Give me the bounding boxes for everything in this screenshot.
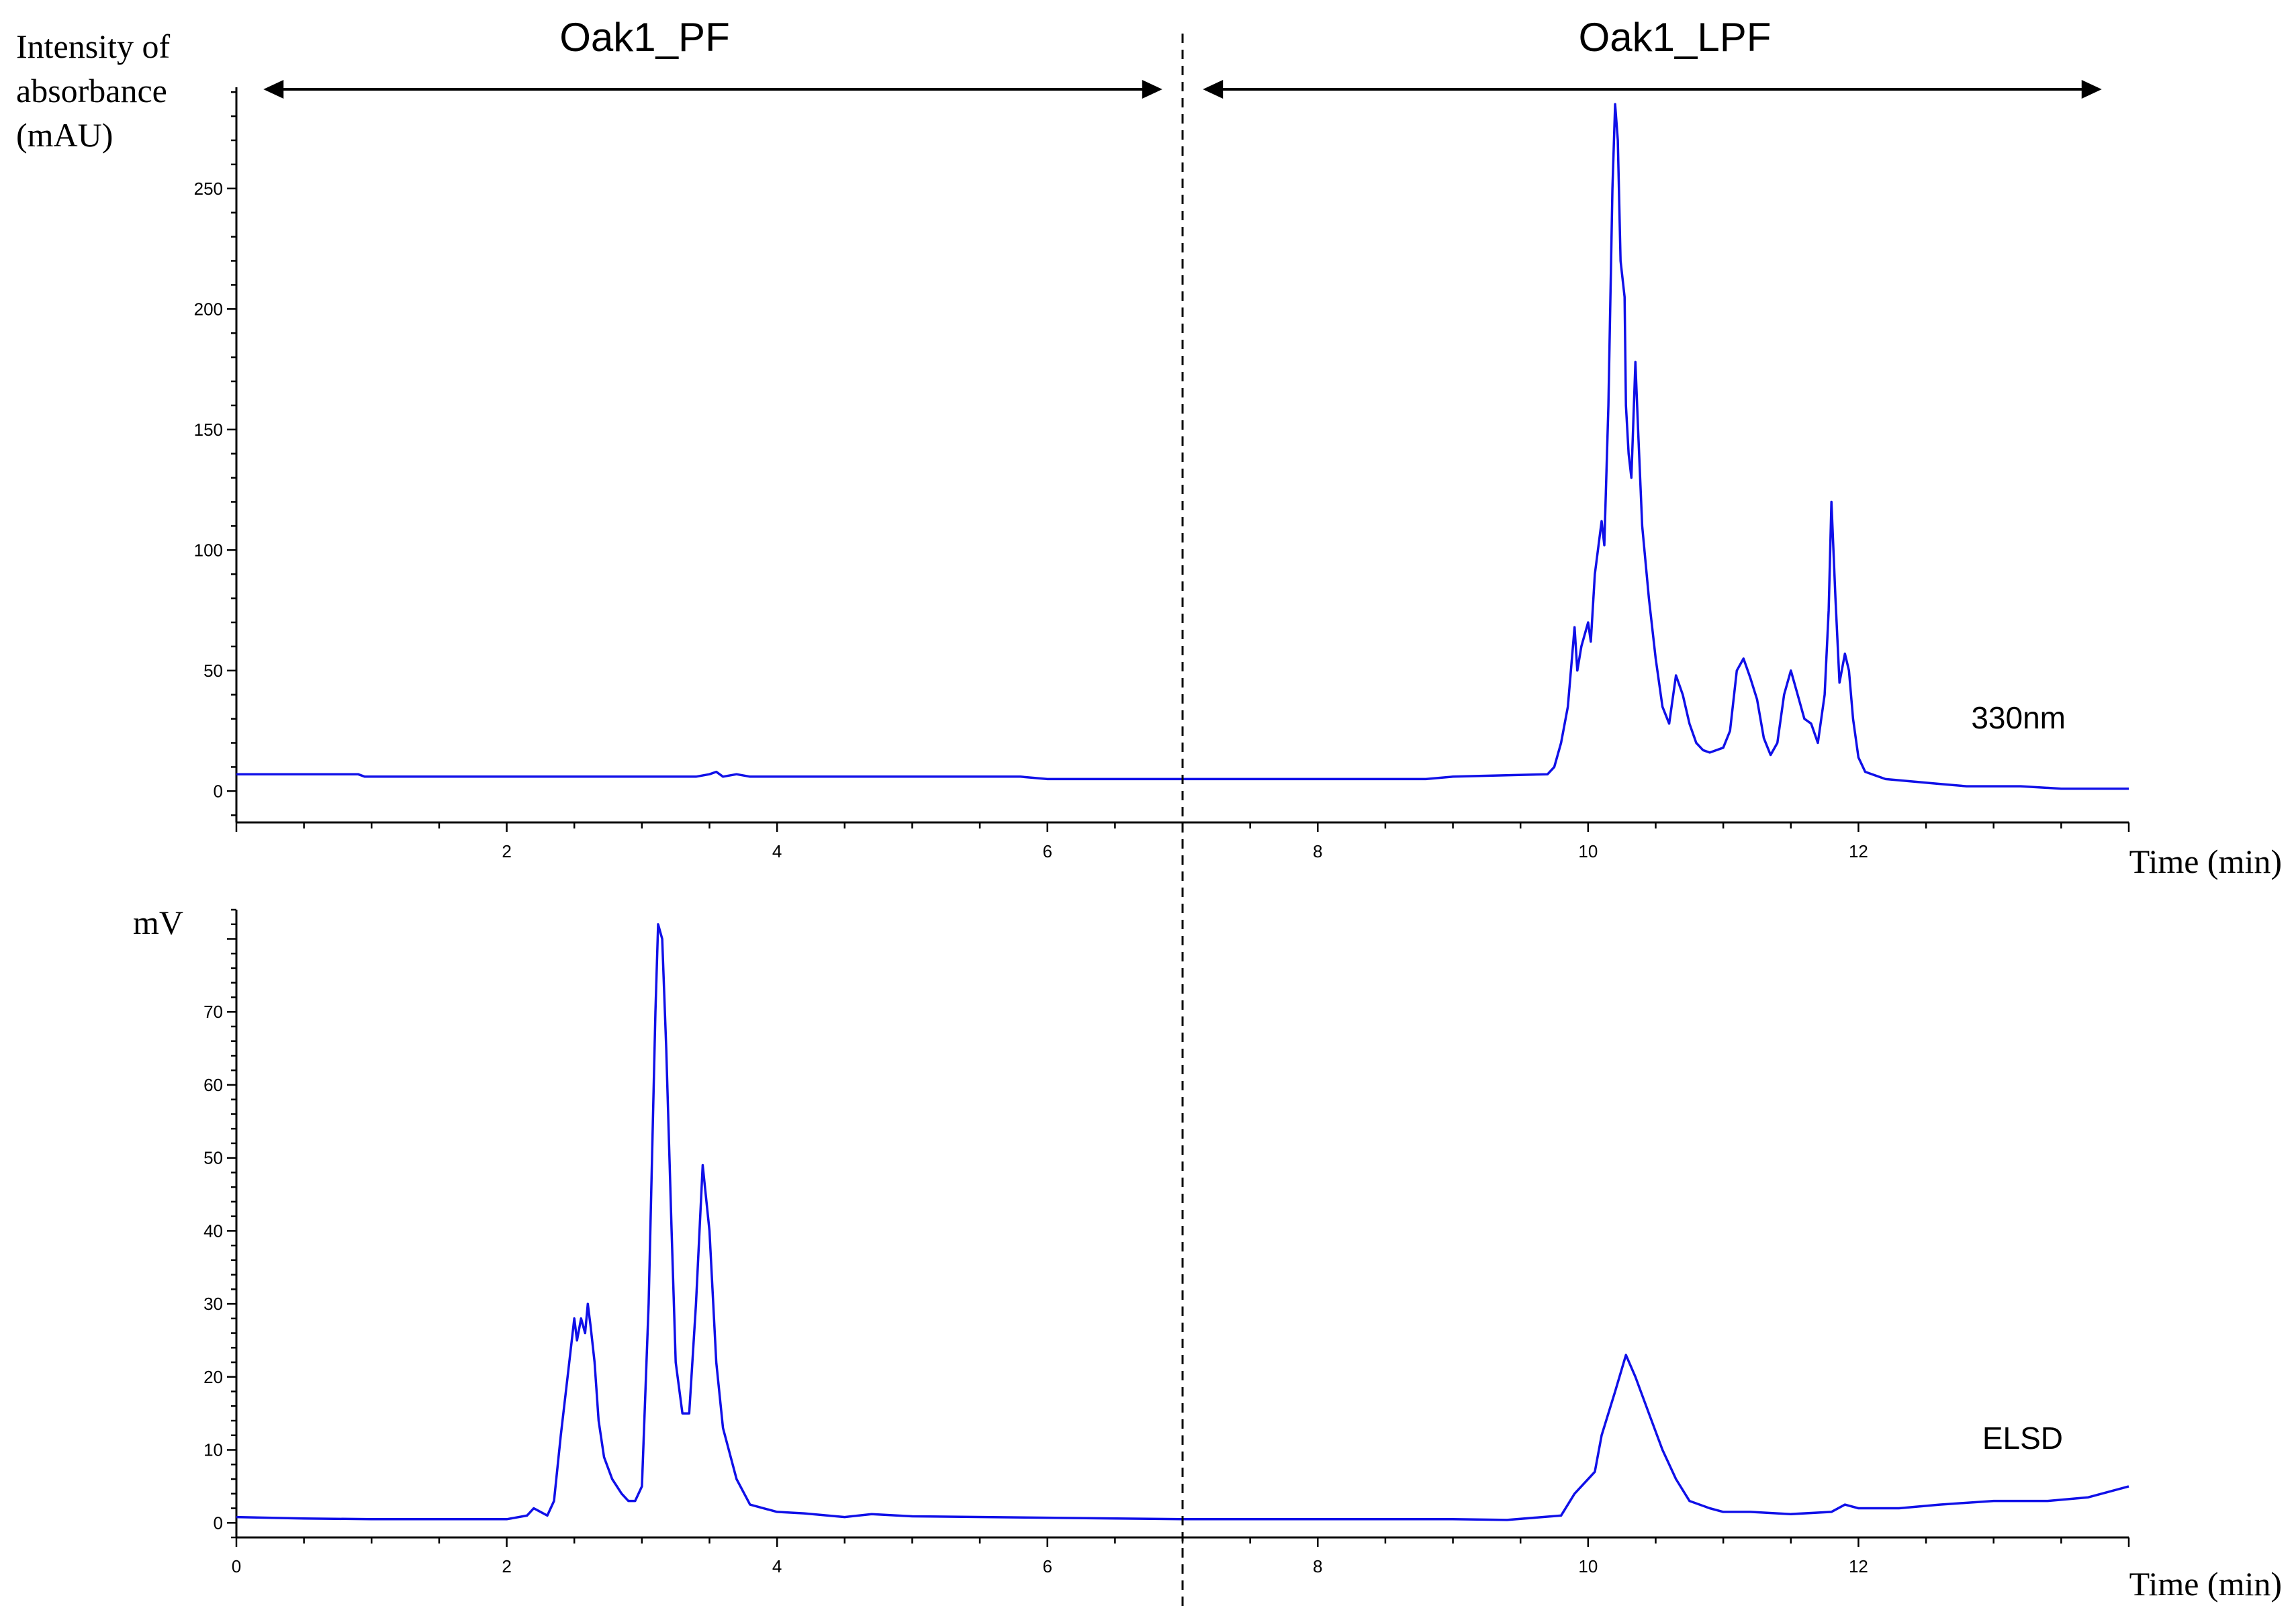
y-tick-label: 100 (194, 540, 223, 560)
x-tick-label: 4 (772, 841, 782, 861)
x-tick-label: 8 (1313, 841, 1322, 861)
elsd-panel: mV Time (min) ELSD 0 2 4 6 8 10 12 0 10 20 30 40 50 6… (133, 904, 2282, 1603)
x-tick-label: 10 (1578, 1556, 1598, 1576)
trace-label-elsd: ELSD (1982, 1421, 2063, 1456)
region-label-pf: Oak1_PF (559, 15, 729, 60)
x-axis-label: Time (min) (2129, 843, 2282, 880)
region-label-lpf: Oak1_LPF (1579, 15, 1772, 60)
y-tick-label: 10 (203, 1440, 223, 1460)
absorbance-330nm-panel: Intensity of absorbance (mAU) Time (min)… (16, 28, 2282, 880)
x-tick-label: 4 (772, 1556, 782, 1576)
x-axis-label: Time (min) (2129, 1565, 2282, 1603)
y-tick-label: 50 (203, 1148, 223, 1168)
region-arrowhead-right (2081, 80, 2102, 99)
x-tick-label: 6 (1042, 1556, 1052, 1576)
y-tick-label: 20 (203, 1367, 223, 1387)
y-tick-label: 40 (203, 1221, 223, 1241)
fraction-regions: Oak1_PF Oak1_LPF (263, 15, 2102, 1608)
y-tick-label: 50 (203, 661, 223, 681)
y-tick-label: 30 (203, 1294, 223, 1314)
chromatogram-trace (236, 922, 2129, 1521)
y-axis-label: mV (133, 904, 183, 941)
x-tick-label: 2 (502, 841, 511, 861)
y-tick-label: 60 (203, 1075, 223, 1095)
x-tick-label: 2 (502, 1556, 511, 1576)
x-tick-label: 12 (1849, 841, 1868, 861)
region-arrowhead-left (263, 80, 284, 99)
x-tick-label: 0 (232, 1556, 241, 1576)
y-tick-label: 250 (194, 179, 223, 199)
region-arrowhead-left (1203, 80, 1224, 99)
x-tick-label: 12 (1849, 1556, 1868, 1576)
x-tick-label: 6 (1042, 841, 1052, 861)
y-tick-label: 70 (203, 1002, 223, 1022)
y-tick-label: 200 (194, 299, 223, 319)
y-tick-label: 0 (214, 781, 223, 801)
y-tick-label: 150 (194, 420, 223, 440)
y-tick-label: 0 (214, 1513, 223, 1533)
y-axis-label-line-3: (mAU) (16, 116, 113, 154)
chromatogram-trace (236, 103, 2129, 790)
x-tick-label: 10 (1578, 841, 1598, 861)
y-axis-label-line-1: Intensity of (16, 28, 170, 65)
trace-label-330nm: 330nm (1971, 700, 2066, 735)
x-tick-label: 8 (1313, 1556, 1322, 1576)
region-arrowhead-right (1142, 80, 1162, 99)
y-axis-label-line-2: absorbance (16, 72, 167, 109)
